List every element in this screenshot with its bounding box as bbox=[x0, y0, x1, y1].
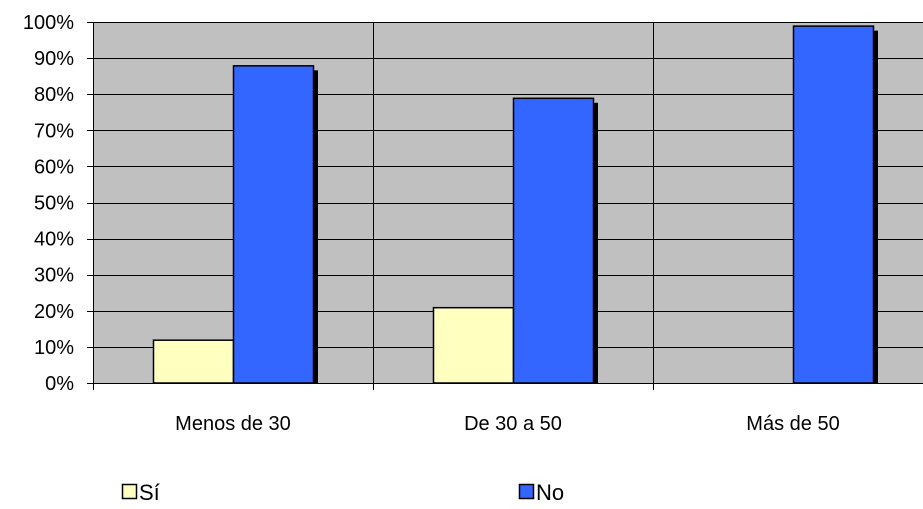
x-tick-label: De 30 a 50 bbox=[464, 413, 562, 435]
y-tick-label: 0% bbox=[45, 373, 74, 395]
legend-swatch bbox=[121, 483, 138, 500]
legend-label: No bbox=[536, 480, 564, 505]
bar-no-0 bbox=[232, 65, 315, 384]
legend-swatch bbox=[518, 483, 535, 500]
y-tick-label: 90% bbox=[34, 48, 74, 70]
bar-no-2 bbox=[792, 25, 875, 384]
bar-si-1 bbox=[432, 306, 515, 384]
legend: Sí No bbox=[121, 480, 564, 505]
y-tick-label: 70% bbox=[34, 120, 74, 142]
bar-si-0 bbox=[152, 339, 235, 384]
bars bbox=[152, 25, 878, 384]
x-tick-label: Menos de 30 bbox=[175, 413, 291, 435]
x-tick-label: Más de 50 bbox=[746, 413, 839, 435]
y-tick-label: 60% bbox=[34, 156, 74, 178]
y-tick-label: 100% bbox=[23, 12, 74, 34]
y-tick-label: 20% bbox=[34, 301, 74, 323]
y-tick-label: 80% bbox=[34, 84, 74, 106]
legend-label: Sí bbox=[139, 480, 160, 505]
y-tick-label: 50% bbox=[34, 193, 74, 215]
bar-no-1 bbox=[512, 97, 595, 384]
y-tick-label: 40% bbox=[34, 229, 74, 251]
y-tick-label: 30% bbox=[34, 265, 74, 287]
tick-labels: 0% 10% 20% 30% 40% 50% 60% 70% 80% 90% 100% Menos d… bbox=[23, 12, 840, 435]
y-tick-label: 10% bbox=[34, 337, 74, 359]
axes bbox=[87, 22, 923, 390]
